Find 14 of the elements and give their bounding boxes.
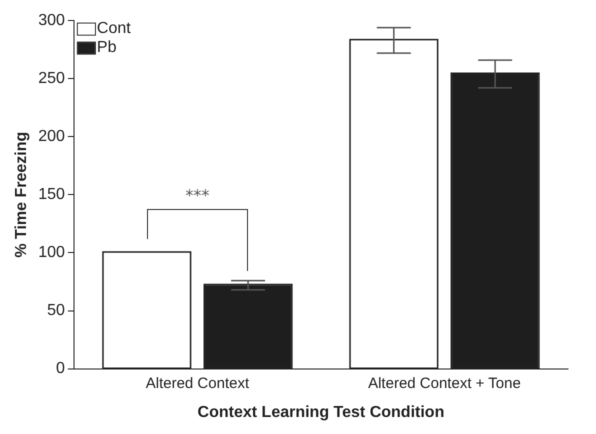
legend-label: Pb (96, 39, 117, 56)
annotation: *** (184, 186, 210, 205)
y-tick-label: 150 (38, 186, 65, 204)
y-tick-label: 100 (38, 244, 65, 262)
y-tick-label: 300 (38, 12, 65, 30)
y-axis-title: % Time Freezing (13, 132, 30, 258)
x-tick-label: Altered Context + Tone (368, 374, 521, 392)
y-tick-label: 0 (56, 360, 65, 378)
legend-label: Cont (96, 20, 132, 38)
x-axis-title: Context Learning Test Condition (198, 404, 444, 421)
x-tick-label: Altered Context (146, 374, 250, 392)
y-tick-label: 50 (47, 302, 65, 320)
y-tick-label: 200 (38, 128, 65, 146)
y-tick-label: 250 (38, 70, 65, 88)
